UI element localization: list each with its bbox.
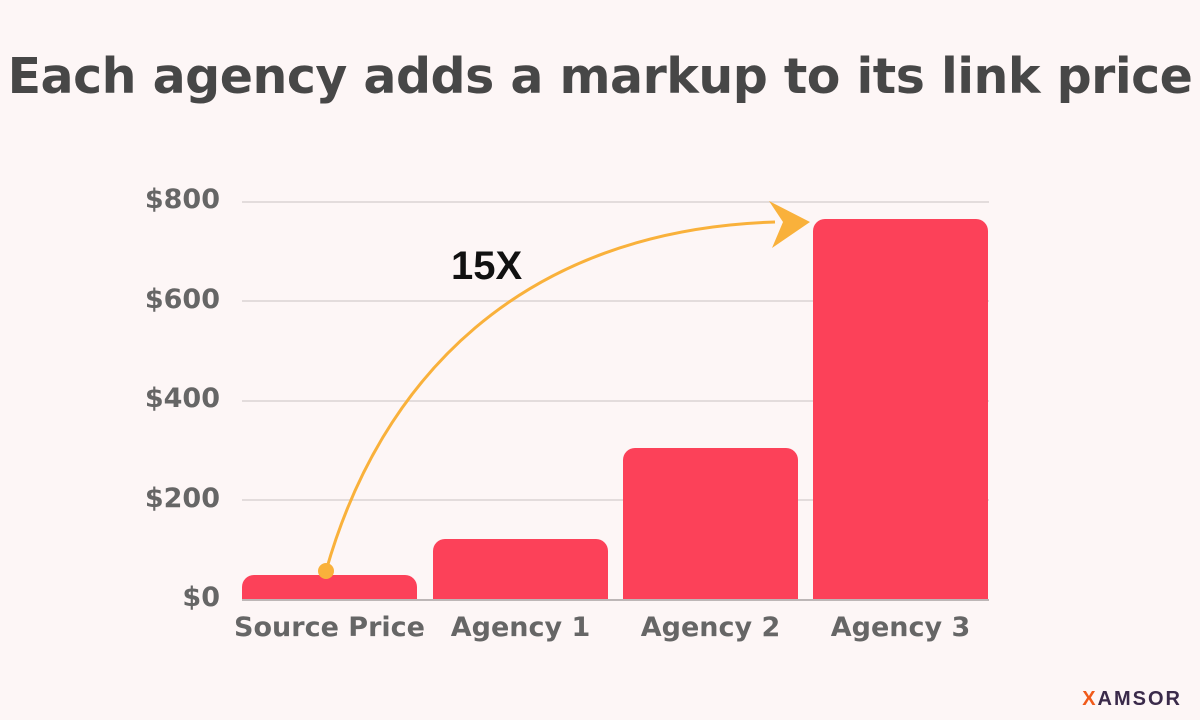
y-tick-400: $400	[144, 383, 220, 414]
x-axis	[242, 599, 989, 601]
gridline-400	[242, 400, 989, 402]
markup-annotation: 15X	[451, 244, 523, 288]
x-label-agency-2: Agency 2	[640, 612, 781, 643]
x-label-source-price: Source Price	[234, 612, 425, 643]
logo-wordmark: AMSOR	[1097, 688, 1182, 710]
xamsor-logo: XAMSOR	[1082, 688, 1182, 711]
bar-agency-3	[813, 219, 988, 600]
y-tick-200: $200	[144, 483, 220, 514]
x-label-agency-3: Agency 3	[830, 612, 971, 643]
logo-x-mark: X	[1082, 688, 1098, 710]
gridline-600	[242, 300, 989, 302]
bar-source-price	[242, 575, 417, 600]
bar-agency-2	[623, 448, 798, 600]
y-tick-0: $0	[182, 582, 220, 613]
y-tick-800: $800	[144, 184, 220, 215]
x-label-agency-1: Agency 1	[450, 612, 591, 643]
chart-title: Each agency adds a markup to its link pr…	[7, 48, 1193, 105]
y-tick-600: $600	[144, 284, 220, 315]
gridline-800	[242, 201, 989, 203]
gridline-200	[242, 499, 989, 501]
bar-agency-1	[433, 539, 608, 600]
